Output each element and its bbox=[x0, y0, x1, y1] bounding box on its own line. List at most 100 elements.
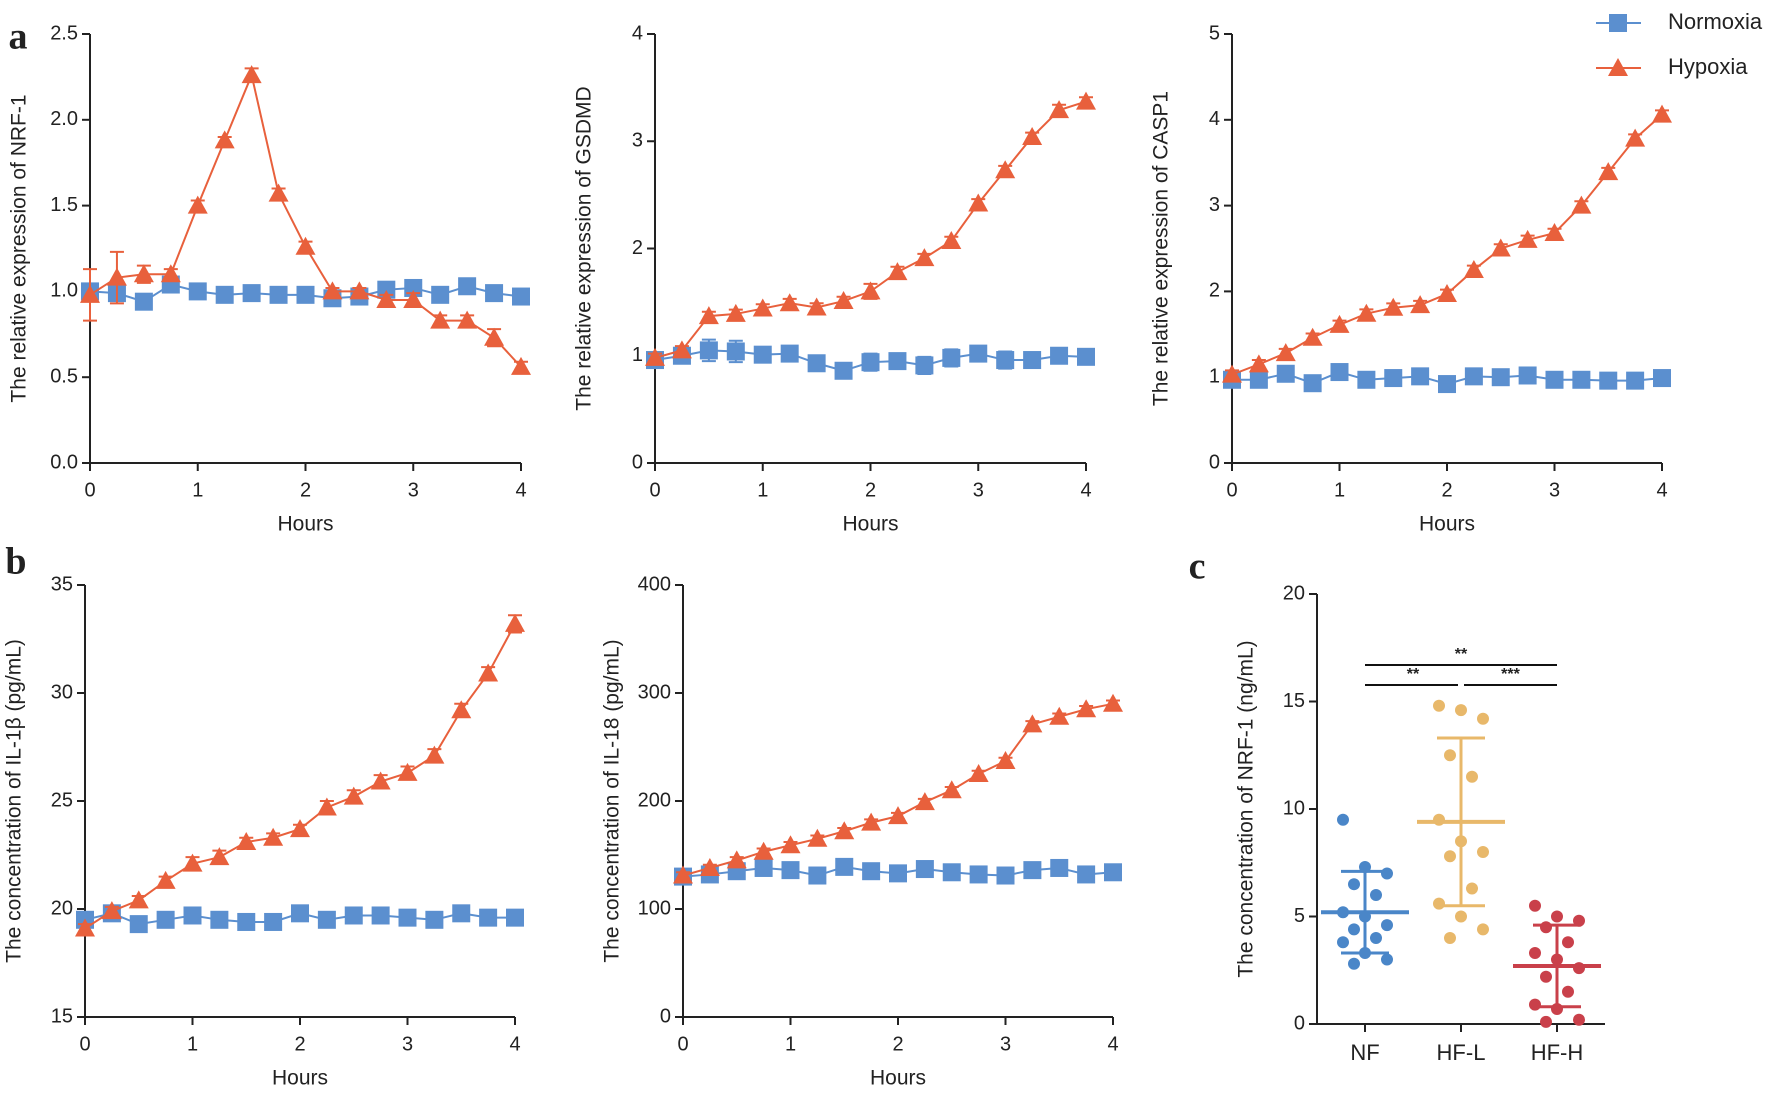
data-point bbox=[484, 327, 505, 346]
data-point bbox=[295, 236, 316, 255]
data-point bbox=[457, 310, 478, 329]
data-point bbox=[753, 841, 774, 860]
data-point bbox=[1381, 867, 1393, 880]
data-point bbox=[1077, 347, 1095, 366]
data-point bbox=[834, 821, 855, 840]
x-axis-label: Hours bbox=[842, 513, 898, 536]
data-point bbox=[1455, 704, 1467, 717]
data-point bbox=[269, 285, 288, 304]
data-point bbox=[505, 613, 525, 632]
x-tick-label: 2 bbox=[892, 1033, 903, 1055]
data-point bbox=[397, 762, 418, 781]
data-point bbox=[214, 130, 235, 149]
y-tick-label: 2.0 bbox=[50, 108, 78, 130]
data-point bbox=[1383, 297, 1404, 316]
y-tick-label: 0 bbox=[660, 1005, 671, 1027]
data-point bbox=[1477, 846, 1489, 858]
data-point bbox=[1477, 712, 1489, 725]
data-point bbox=[1303, 374, 1322, 393]
panel-label: b bbox=[5, 541, 26, 583]
y-tick-label: 10 bbox=[1283, 797, 1305, 819]
data-point bbox=[753, 345, 772, 364]
data-point bbox=[915, 356, 934, 375]
data-point bbox=[888, 806, 908, 825]
x-tick-label: 3 bbox=[1549, 479, 1560, 501]
data-point bbox=[264, 912, 283, 931]
data-point bbox=[1444, 749, 1456, 762]
data-point bbox=[1540, 1015, 1552, 1028]
x-tick-label: 3 bbox=[408, 479, 419, 501]
y-tick-label: 0 bbox=[1209, 451, 1220, 473]
data-point bbox=[645, 347, 665, 366]
data-point bbox=[478, 663, 499, 682]
data-point bbox=[1572, 370, 1591, 389]
y-tick-label: 0.0 bbox=[50, 451, 78, 473]
data-point bbox=[1433, 699, 1445, 712]
data-point bbox=[133, 264, 154, 283]
data-point bbox=[296, 285, 315, 304]
data-point bbox=[1049, 706, 1070, 725]
data-point bbox=[242, 284, 261, 303]
data-point bbox=[128, 890, 149, 909]
x-axis-label: Hours bbox=[870, 1067, 926, 1090]
panel-label: c bbox=[1189, 546, 1206, 588]
x-tick-label: 3 bbox=[973, 479, 984, 501]
data-point bbox=[915, 860, 934, 879]
data-point bbox=[996, 351, 1015, 370]
data-point bbox=[699, 857, 720, 876]
data-point bbox=[1652, 104, 1672, 123]
data-point bbox=[834, 361, 853, 380]
x-tick-label: 1 bbox=[192, 479, 203, 501]
data-point bbox=[808, 866, 827, 885]
y-tick-label: 2 bbox=[1209, 280, 1220, 302]
y-axis-label: The relative expression of GSDMD bbox=[573, 86, 596, 410]
y-tick-label: 15 bbox=[51, 1005, 73, 1027]
data-point bbox=[914, 248, 935, 267]
data-point bbox=[726, 850, 747, 869]
data-point bbox=[1444, 932, 1456, 944]
data-point bbox=[887, 262, 908, 281]
data-point bbox=[1411, 367, 1430, 386]
data-point bbox=[1249, 370, 1268, 389]
data-point bbox=[188, 282, 207, 301]
data-point bbox=[512, 287, 530, 306]
data-point bbox=[210, 910, 229, 929]
x-tick-label: 0 bbox=[84, 479, 95, 501]
data-point bbox=[1626, 371, 1645, 390]
data-point bbox=[1370, 932, 1382, 944]
y-axis-label: The relative expression of CASP1 bbox=[1150, 91, 1173, 406]
data-point bbox=[1573, 1013, 1585, 1026]
data-point bbox=[807, 354, 826, 373]
data-point bbox=[1050, 858, 1069, 877]
y-tick-label: 1 bbox=[1209, 365, 1220, 387]
y-tick-label: 2 bbox=[632, 237, 643, 259]
legend-marker bbox=[1608, 58, 1628, 76]
data-point bbox=[370, 771, 391, 790]
x-tick-label: 2 bbox=[865, 479, 876, 501]
data-point bbox=[780, 344, 799, 363]
data-point bbox=[182, 853, 203, 872]
data-point bbox=[268, 183, 289, 202]
data-point bbox=[187, 195, 208, 214]
data-point bbox=[995, 751, 1016, 770]
data-point bbox=[968, 764, 989, 782]
y-tick-label: 30 bbox=[51, 681, 73, 703]
data-point bbox=[1477, 923, 1489, 936]
data-point bbox=[754, 858, 773, 877]
data-point bbox=[1463, 259, 1484, 278]
data-point bbox=[403, 289, 424, 308]
data-point bbox=[1077, 865, 1096, 884]
legend-marker bbox=[1609, 14, 1627, 32]
data-point bbox=[969, 865, 988, 884]
data-point bbox=[1275, 343, 1296, 362]
data-point bbox=[316, 797, 337, 816]
data-point bbox=[1222, 364, 1242, 383]
data-point bbox=[1653, 369, 1671, 388]
data-point bbox=[1103, 693, 1123, 712]
y-tick-label: 2.5 bbox=[50, 22, 78, 44]
data-point bbox=[1573, 962, 1585, 975]
y-tick-label: 0 bbox=[632, 451, 643, 473]
data-point bbox=[134, 292, 153, 311]
data-point bbox=[1248, 354, 1269, 373]
